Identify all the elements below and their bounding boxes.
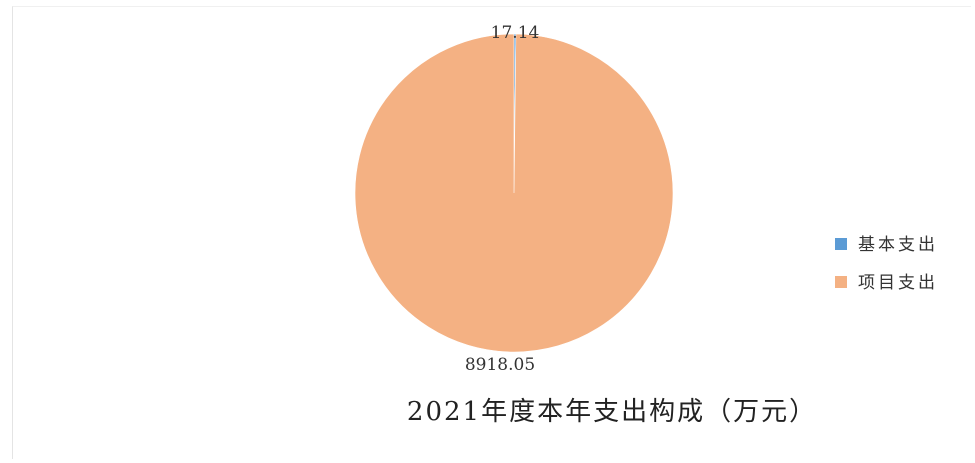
pie-slice-project[interactable] [354,33,674,353]
chart-frame [12,6,971,459]
legend: 基本支出 项目支出 [835,235,938,293]
legend-label-project: 项目支出 [858,273,938,293]
legend-item-project[interactable]: 项目支出 [835,273,938,293]
pie-slices [354,33,674,353]
legend-label-basic: 基本支出 [858,235,938,255]
data-labels: 17.14 8918.05 [465,23,539,375]
data-label-project: 8918.05 [465,355,535,375]
legend-item-basic[interactable]: 基本支出 [835,235,938,255]
data-label-basic: 17.14 [491,23,540,43]
chart-title: 2021年度本年支出构成（万元） [407,397,817,427]
legend-swatch-project [835,276,847,288]
legend-swatch-basic [835,238,847,250]
